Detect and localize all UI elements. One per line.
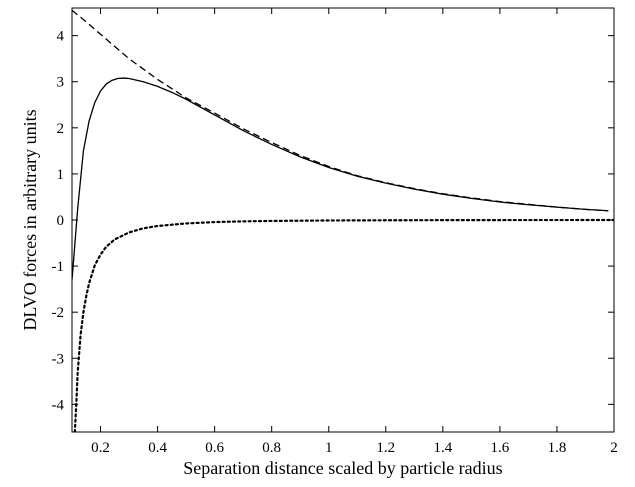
y-tick-label: 4 (57, 29, 65, 45)
x-tick-label: 1.4 (433, 440, 452, 456)
y-tick-label: 0 (57, 213, 65, 229)
y-tick-label: -3 (52, 351, 65, 367)
y-tick-label: 3 (57, 75, 65, 91)
x-tick-label: 0.4 (148, 440, 167, 456)
y-tick-label: 2 (57, 121, 65, 137)
y-axis-label: DLVO forces in arbitrary units (20, 109, 40, 330)
x-tick-label: 1.6 (491, 440, 510, 456)
y-tick-label: -4 (52, 397, 65, 413)
x-tick-label: 2 (610, 440, 618, 456)
x-tick-label: 0.6 (205, 440, 224, 456)
y-tick-label: 1 (57, 167, 65, 183)
x-tick-label: 1 (325, 440, 333, 456)
x-tick-label: 1.8 (548, 440, 567, 456)
x-tick-label: 0.2 (91, 440, 110, 456)
series-line-solid (72, 77, 609, 280)
x-tick-label: 1.2 (376, 440, 395, 456)
y-tick-label: -2 (52, 305, 65, 321)
x-tick-label: 0.8 (262, 440, 281, 456)
x-axis-label: Separation distance scaled by particle r… (183, 458, 502, 478)
y-tick-label: -1 (52, 259, 65, 275)
series-layer (72, 9, 614, 432)
series-line-dashed (72, 9, 609, 212)
ticks-layer: 0.2 0.4 0.6 0.8 1 1.2 1.4 1.6 1.8 2 -4 -3 -2 -1 0 1 2 3 4 (52, 8, 618, 456)
series-line-dotted (73, 218, 614, 432)
